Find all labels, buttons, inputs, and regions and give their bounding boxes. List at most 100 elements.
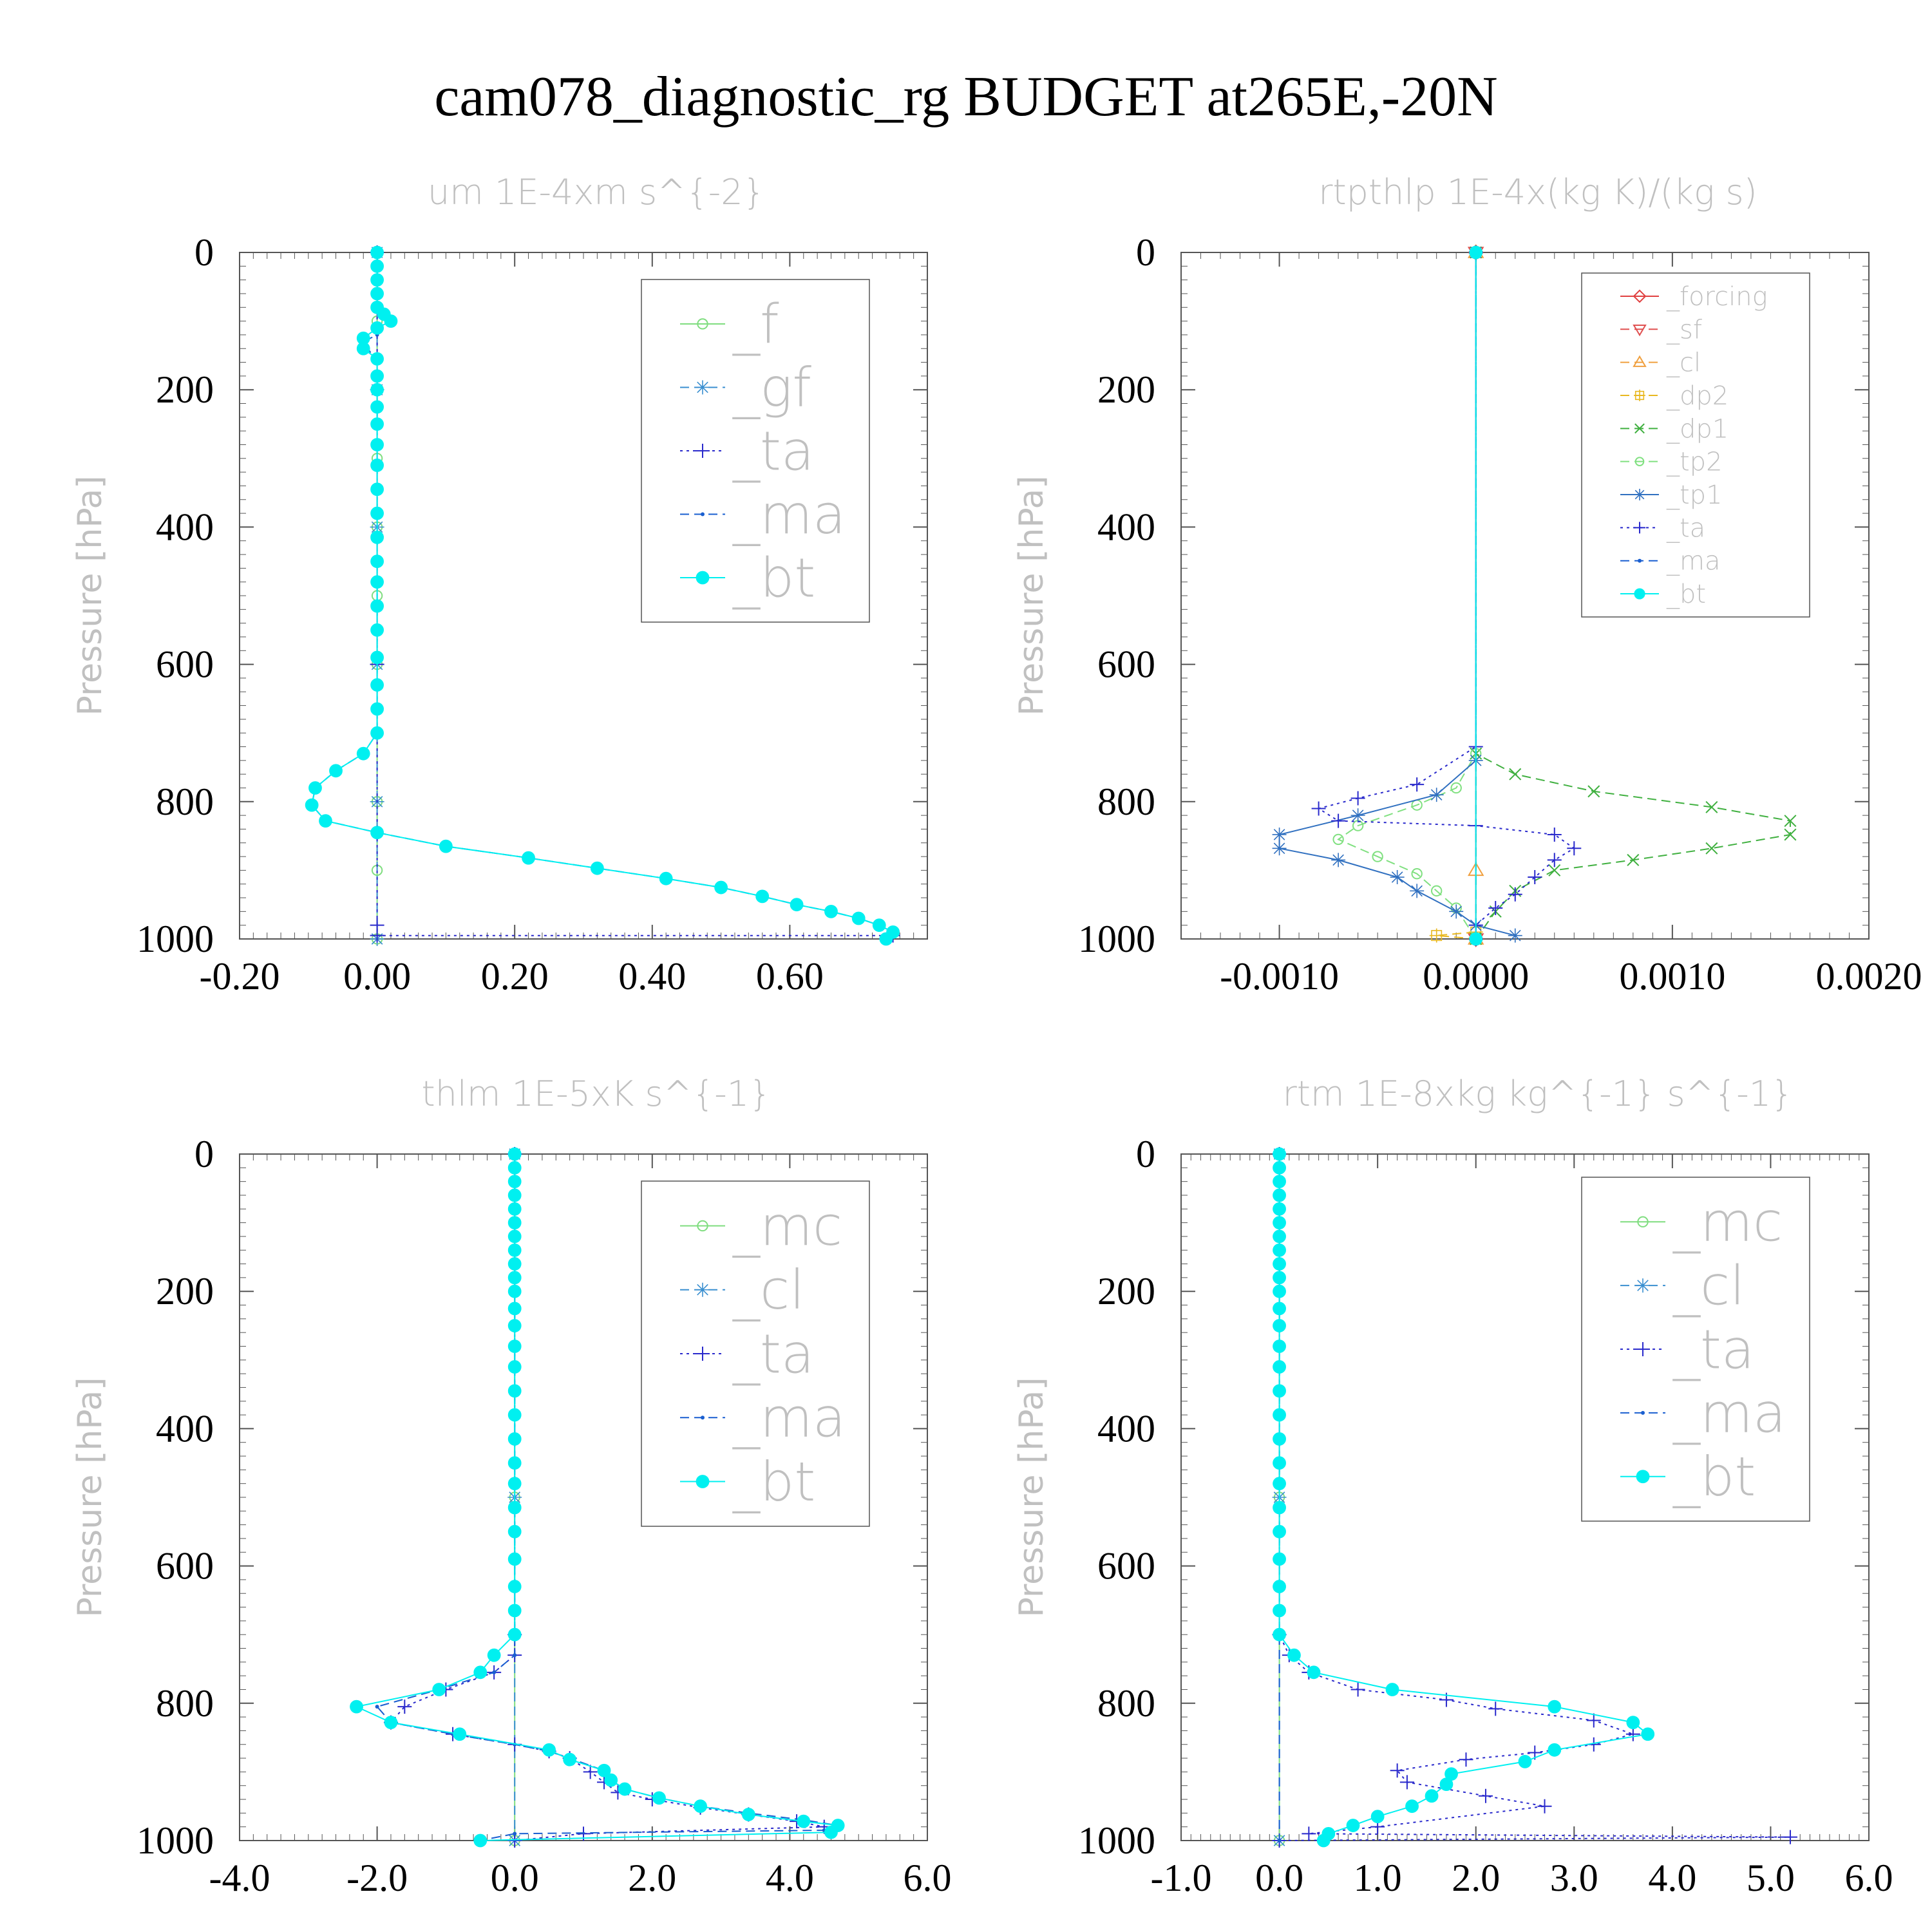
data-point-shape	[350, 1700, 363, 1714]
data-point-shape	[305, 798, 319, 812]
legend-marker	[1633, 324, 1647, 337]
y-tick-label: 0	[194, 231, 214, 274]
x-tick-label: 1.0	[1354, 1857, 1402, 1899]
x-tick-label: 0.00	[343, 955, 411, 998]
x-tick-label: 2.0	[628, 1857, 676, 1899]
data-point	[1430, 885, 1443, 897]
data-point	[1385, 1683, 1399, 1696]
data-point	[1273, 1384, 1286, 1398]
data-point-shape	[370, 928, 384, 943]
data-point-shape	[1586, 1713, 1601, 1728]
data-point	[370, 702, 384, 716]
data-point-shape	[797, 1814, 811, 1828]
data-point	[507, 1627, 522, 1642]
legend-marker-shape	[1633, 289, 1647, 303]
data-point-shape	[1273, 1202, 1286, 1216]
data-point	[507, 1271, 522, 1285]
data-point	[1350, 808, 1365, 823]
data-point	[1346, 1819, 1360, 1832]
data-point	[1548, 864, 1561, 876]
data-point-shape	[507, 1627, 522, 1642]
legend-marker-shape	[1636, 1470, 1650, 1484]
legend-marker-shape	[696, 380, 710, 395]
data-point	[824, 1825, 838, 1839]
legend-label: _forcing	[1666, 282, 1768, 312]
data-point-shape	[1316, 1833, 1331, 1848]
data-point	[1429, 788, 1444, 802]
data-point	[1547, 853, 1562, 867]
data-point	[1784, 815, 1797, 828]
data-point	[797, 1814, 811, 1828]
data-point	[370, 482, 384, 497]
data-point-shape	[507, 1580, 522, 1593]
legend-marker	[1634, 489, 1645, 501]
data-point-shape	[563, 1752, 577, 1766]
data-point-shape	[1469, 245, 1483, 260]
data-point-shape	[1784, 828, 1797, 841]
series-line	[311, 252, 895, 940]
data-point-shape	[370, 417, 384, 431]
series-bt	[305, 245, 900, 946]
data-point-shape	[1537, 1799, 1552, 1814]
data-point	[1273, 1302, 1286, 1316]
data-point-shape	[1625, 1727, 1640, 1741]
y-tick-label: 800	[156, 781, 214, 823]
data-point-shape	[507, 1319, 522, 1332]
legend-marker-shape	[696, 571, 710, 585]
x-tick-label: -0.20	[200, 955, 280, 998]
data-point-shape	[370, 599, 384, 613]
y-tick-label: 400	[156, 1407, 214, 1450]
data-point	[1350, 1682, 1365, 1697]
data-point-shape	[1449, 904, 1464, 919]
data-point-shape	[1302, 1826, 1316, 1841]
data-point	[714, 880, 728, 895]
data-point-shape	[1273, 1477, 1286, 1491]
legend-marker-shape	[1634, 522, 1645, 534]
data-point	[370, 678, 384, 692]
data-point	[1311, 801, 1326, 816]
data-point-shape	[1385, 1683, 1399, 1696]
data-point	[1399, 1775, 1414, 1790]
data-point	[507, 1257, 522, 1271]
data-point-shape	[590, 861, 604, 875]
data-point-shape	[370, 438, 384, 451]
data-point	[1508, 887, 1522, 902]
data-point	[790, 898, 804, 912]
data-point	[590, 861, 604, 875]
data-point-shape	[507, 1160, 522, 1175]
x-tick-label: -1.0	[1151, 1857, 1212, 1899]
data-point	[370, 575, 384, 589]
data-point-shape	[507, 1833, 522, 1848]
data-point-shape	[1370, 1810, 1385, 1824]
data-point	[659, 871, 673, 886]
data-point	[384, 1716, 398, 1730]
legend-label: _mc	[1672, 1191, 1783, 1254]
data-point-shape	[1488, 1701, 1503, 1716]
data-point-shape	[370, 554, 384, 569]
data-point	[1425, 1789, 1439, 1803]
data-point	[1273, 1552, 1286, 1566]
data-point-shape	[597, 1763, 611, 1777]
data-point	[1273, 1432, 1286, 1446]
legend-marker-shape	[1633, 355, 1647, 367]
legend-box	[1581, 272, 1810, 618]
y-tick-label: 200	[156, 368, 214, 411]
data-point	[370, 273, 384, 287]
data-point-shape	[1273, 1524, 1286, 1539]
series-bt	[1273, 1147, 1655, 1848]
data-point	[851, 911, 866, 925]
data-point-shape	[1277, 1839, 1282, 1842]
data-point	[375, 1705, 379, 1709]
data-point-shape	[370, 273, 384, 287]
x-tick-label: -4.0	[209, 1857, 270, 1899]
data-point-shape	[1399, 1775, 1414, 1790]
data-point	[522, 851, 535, 865]
data-point-shape	[370, 259, 384, 273]
data-point-shape	[1509, 768, 1522, 781]
data-point	[1273, 1456, 1286, 1470]
data-point	[1273, 1284, 1286, 1298]
legend-marker-shape	[697, 1220, 708, 1232]
legend-marker-shape	[1636, 1278, 1650, 1293]
legend-marker	[1636, 1342, 1650, 1356]
